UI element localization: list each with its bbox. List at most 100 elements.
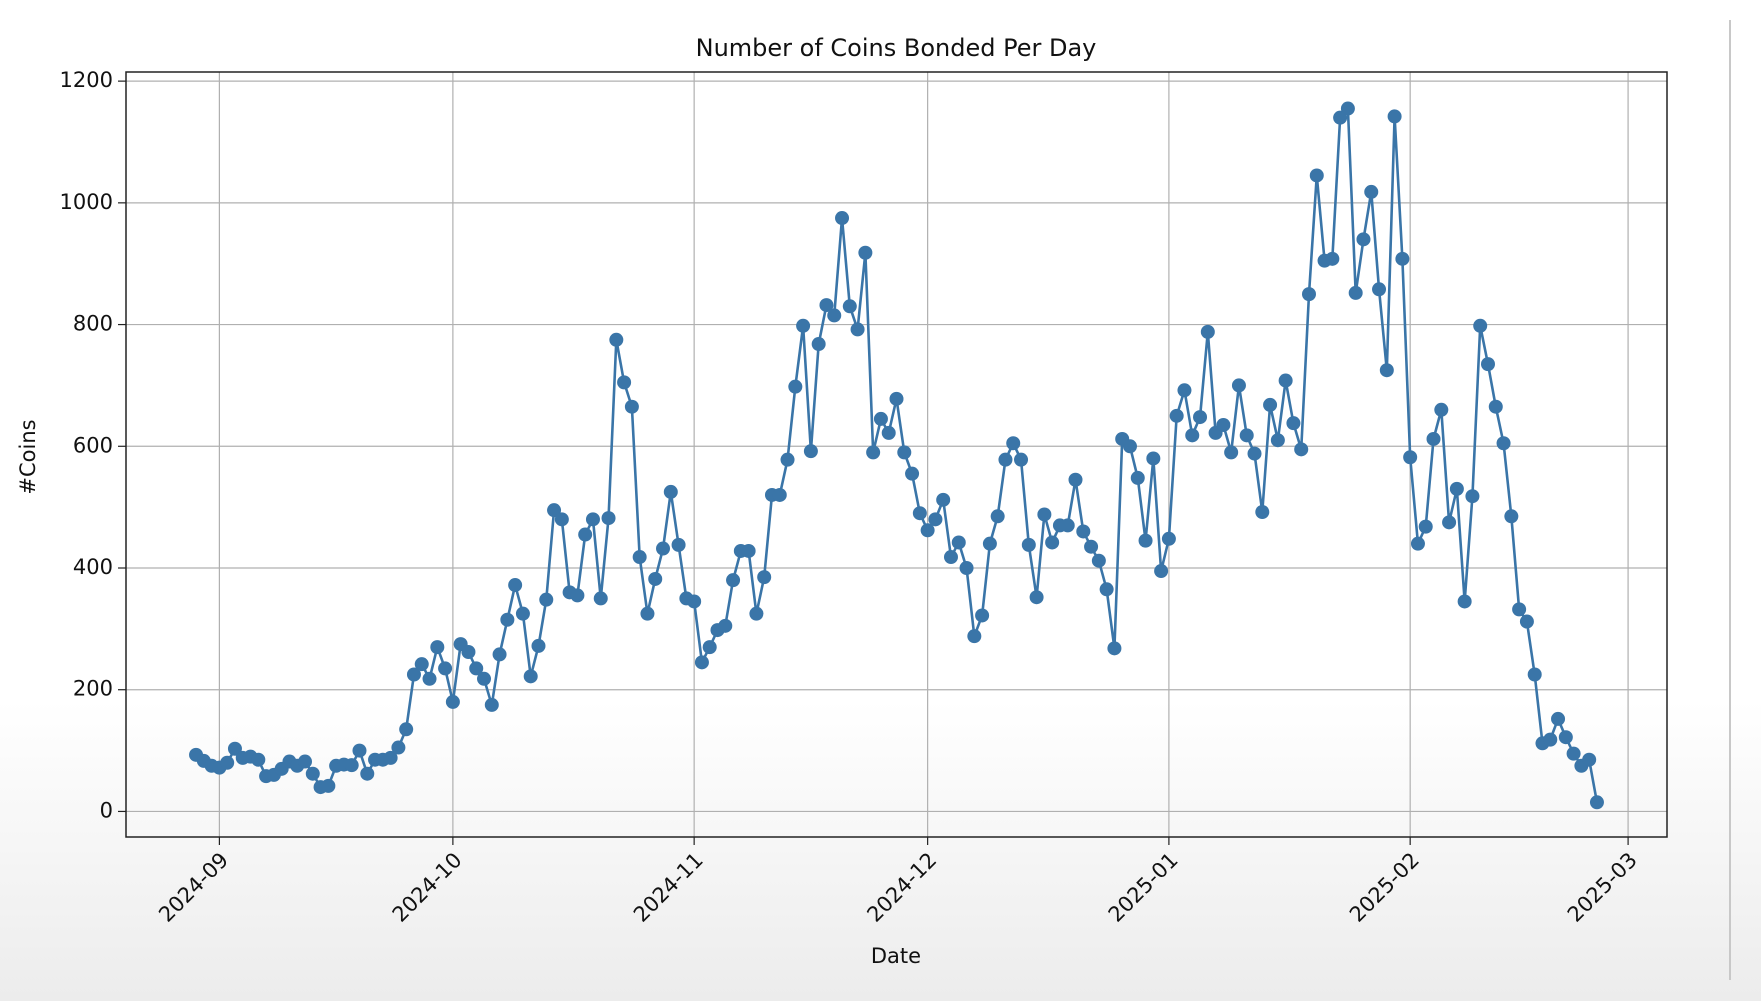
data-point — [593, 591, 608, 606]
data-point — [352, 743, 367, 758]
data-point — [1301, 287, 1316, 302]
data-point — [1294, 442, 1309, 457]
data-point — [757, 570, 772, 585]
data-point — [1270, 433, 1285, 448]
data-point — [982, 536, 997, 551]
data-point — [1076, 524, 1091, 539]
data-point — [500, 612, 515, 627]
data-point — [1060, 518, 1075, 533]
data-point — [889, 391, 904, 406]
data-point — [1340, 101, 1355, 116]
x-tick-label: 2025-02 — [1345, 848, 1424, 927]
data-point — [1130, 470, 1145, 485]
data-point — [1224, 445, 1239, 460]
data-point — [570, 588, 585, 603]
data-point — [508, 578, 523, 593]
data-point — [1068, 472, 1083, 487]
data-point — [1480, 357, 1495, 372]
x-tick-label: 2024-11 — [629, 848, 708, 927]
data-point — [998, 452, 1013, 467]
data-point — [967, 629, 982, 644]
data-point — [827, 308, 842, 323]
data-point — [1379, 363, 1394, 378]
data-point — [406, 667, 421, 682]
data-point — [554, 512, 569, 527]
data-point — [1247, 446, 1262, 461]
data-point — [663, 484, 678, 499]
chart-title: Number of Coins Bonded Per Day — [696, 34, 1097, 62]
data-point — [1434, 402, 1449, 417]
data-point — [858, 245, 873, 260]
data-point — [585, 512, 600, 527]
data-point — [959, 561, 974, 576]
data-point — [936, 492, 951, 507]
data-point — [1200, 324, 1215, 339]
data-point — [360, 766, 375, 781]
data-point — [1325, 251, 1340, 266]
data-point — [1387, 109, 1402, 124]
data-point — [399, 722, 414, 737]
data-point — [430, 640, 445, 655]
data-point — [718, 618, 733, 633]
data-point — [391, 740, 406, 755]
data-point — [1496, 436, 1511, 451]
data-point — [1519, 614, 1534, 629]
data-point — [1465, 489, 1480, 504]
data-point — [1473, 318, 1488, 333]
data-point — [1426, 431, 1441, 446]
data-point — [531, 638, 546, 653]
data-point — [1138, 533, 1153, 548]
data-point — [912, 506, 927, 521]
data-point — [1185, 428, 1200, 443]
data-point — [1418, 519, 1433, 534]
data-point — [1177, 383, 1192, 398]
data-point — [811, 337, 826, 352]
data-point — [905, 466, 920, 481]
y-tick-label: 1200 — [60, 68, 113, 92]
data-point — [866, 445, 881, 460]
data-point — [601, 511, 616, 526]
data-point — [1410, 536, 1425, 551]
data-point — [422, 671, 437, 686]
data-point — [1146, 451, 1161, 466]
y-axis-label: #Coins — [16, 419, 40, 494]
x-tick-label: 2024-09 — [154, 848, 233, 927]
data-point — [1006, 436, 1021, 451]
data-point — [1099, 582, 1114, 597]
data-point — [445, 694, 460, 709]
x-tick-label: 2024-10 — [388, 848, 467, 927]
data-point — [383, 750, 398, 765]
data-point — [897, 445, 912, 460]
data-point — [1091, 553, 1106, 568]
data-point — [1021, 537, 1036, 552]
data-point — [461, 644, 476, 659]
data-point — [609, 332, 624, 347]
data-line — [195, 107, 1599, 803]
data-point — [928, 512, 943, 527]
data-point — [469, 661, 484, 676]
data-point — [1457, 594, 1472, 609]
data-point — [227, 741, 242, 756]
data-point — [1372, 282, 1387, 297]
data-point — [1364, 184, 1379, 199]
data-point — [220, 755, 235, 770]
data-point — [523, 669, 538, 684]
data-point — [1169, 408, 1184, 423]
data-point — [1348, 285, 1363, 300]
data-point — [951, 535, 966, 550]
data-point — [1154, 564, 1169, 579]
data-point — [835, 211, 850, 226]
data-point — [671, 537, 686, 552]
data-point — [803, 444, 818, 459]
y-tick-label: 600 — [73, 433, 113, 457]
data-point — [694, 655, 709, 670]
data-point — [1084, 539, 1099, 554]
data-point — [920, 523, 935, 538]
data-point — [1589, 795, 1604, 810]
y-tick-label: 1000 — [60, 190, 113, 214]
data-point — [648, 571, 663, 586]
data-point — [990, 509, 1005, 524]
data-point — [1566, 746, 1581, 761]
data-point — [687, 594, 702, 609]
